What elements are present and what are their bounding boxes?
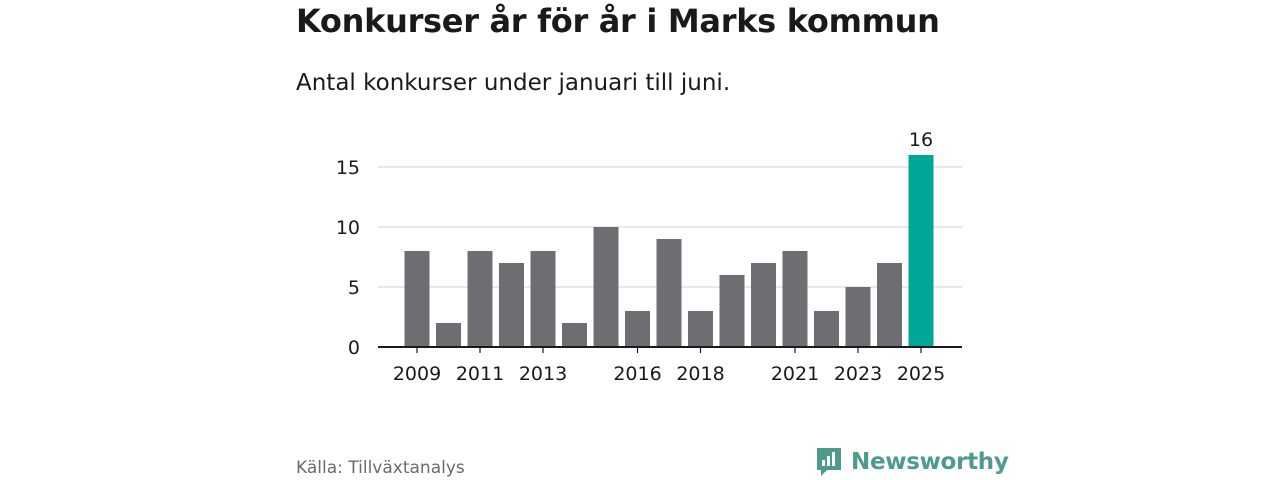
bar-2013 — [530, 251, 556, 347]
bar-2024 — [877, 263, 902, 347]
brand-logo: Newsworthy — [815, 446, 1009, 478]
brand-name: Newsworthy — [851, 449, 1009, 475]
bar-chart: 0 5 10 15 2009 2011 2013 2016 2018 2021 2023 2025 16 — [336, 129, 962, 385]
bar-2012 — [499, 263, 524, 347]
y-tick-label: 15 — [336, 157, 360, 179]
x-tick-label: 2025 — [897, 363, 945, 385]
bar-2021 — [782, 251, 808, 347]
bar-2019 — [719, 275, 745, 347]
bar-2017 — [656, 239, 682, 347]
x-tick-label: 2011 — [456, 363, 504, 385]
y-tick-label: 10 — [336, 217, 360, 239]
bar-2022 — [814, 311, 839, 347]
bar-2011 — [467, 251, 493, 347]
bar-2020 — [751, 263, 776, 347]
bar-2016 — [625, 311, 650, 347]
bar-2018 — [688, 311, 713, 347]
x-tick-label: 2023 — [834, 363, 882, 385]
chart-subtitle: Antal konkurser under januari till juni. — [296, 70, 731, 96]
x-tick-label: 2018 — [676, 363, 724, 385]
bar-2010 — [436, 323, 461, 347]
x-tick-label: 2013 — [519, 363, 567, 385]
x-tick-label: 2016 — [613, 363, 661, 385]
bar-2009 — [404, 251, 430, 347]
y-tick-label: 5 — [348, 277, 360, 299]
bar-2025 — [908, 155, 934, 347]
y-tick-label: 0 — [348, 337, 360, 359]
source-note: Källa: Tillväxtanalys — [296, 458, 465, 478]
bar-2014 — [562, 323, 587, 347]
newsworthy-logo-icon — [817, 448, 841, 476]
chart-title: Konkurser år för år i Marks kommun — [296, 2, 940, 40]
bar-2023 — [845, 287, 871, 347]
bar-2015 — [593, 227, 619, 347]
x-tick-label: 2009 — [393, 363, 441, 385]
x-tick-label: 2021 — [771, 363, 819, 385]
data-label: 16 — [909, 129, 933, 151]
